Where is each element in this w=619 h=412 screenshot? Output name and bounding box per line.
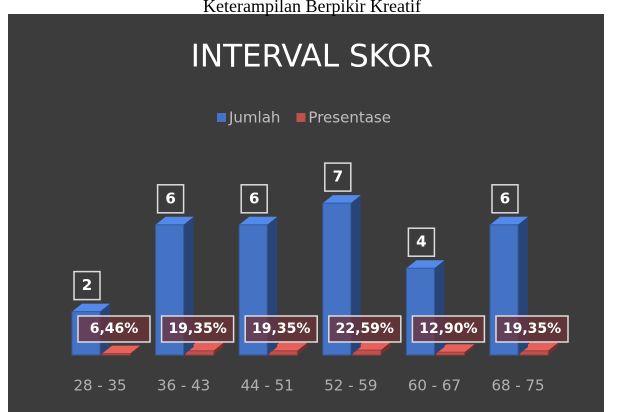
- data-label: 7: [333, 168, 343, 186]
- x-tick-label: 60 - 67: [408, 377, 461, 395]
- data-label: 19,35%: [252, 321, 310, 337]
- data-label-box: [240, 184, 268, 214]
- data-label-box: [407, 227, 436, 257]
- data-label-box: [160, 315, 235, 343]
- data-label-box: [73, 270, 101, 301]
- x-tick-label: 68 - 75: [491, 377, 544, 395]
- chart-title: INTERVAL SKOR: [191, 39, 434, 75]
- bar-top: [520, 342, 558, 351]
- bar: [185, 350, 215, 356]
- data-label: 6,46%: [90, 321, 139, 337]
- bar: [268, 350, 298, 356]
- data-label-box: [244, 315, 318, 343]
- bar-top: [269, 342, 308, 351]
- data-label-box: [491, 184, 519, 214]
- bar-side: [548, 342, 558, 355]
- legend-swatch: [217, 113, 226, 122]
- bar-top: [322, 195, 361, 204]
- data-label-box: [328, 315, 402, 343]
- data-label: 19,35%: [168, 321, 226, 337]
- data-label: 22,59%: [336, 321, 394, 337]
- bar: [435, 351, 465, 356]
- bar-side: [297, 342, 308, 355]
- data-label-box: [77, 315, 151, 343]
- x-tick-label: 52 - 59: [324, 377, 377, 395]
- data-label-box: [156, 184, 185, 214]
- bar-side: [464, 344, 475, 355]
- bar-top: [102, 345, 140, 354]
- bar-side: [130, 345, 140, 355]
- x-tick-label: 44 - 51: [241, 377, 294, 395]
- legend-label: Presentase: [308, 109, 391, 127]
- bar-side: [380, 342, 391, 355]
- bar-top: [352, 342, 391, 351]
- bar-top: [155, 216, 194, 225]
- bar-top: [406, 260, 445, 269]
- bar-side: [213, 342, 224, 355]
- data-label: 19,35%: [503, 321, 561, 337]
- bar-top: [72, 303, 110, 312]
- data-label: 6: [500, 189, 510, 207]
- bar-top: [239, 216, 278, 225]
- bar-top: [490, 216, 528, 225]
- x-tick-label: 28 - 35: [73, 377, 126, 395]
- data-label: 4: [416, 233, 426, 251]
- bar: [101, 353, 131, 356]
- legend-swatch: [296, 113, 306, 122]
- bar: [519, 350, 549, 356]
- x-tick-label: 36 - 43: [157, 377, 210, 395]
- data-label: 6: [165, 189, 175, 207]
- bar-top: [436, 344, 475, 353]
- bar: [352, 349, 382, 356]
- data-label: 2: [82, 276, 92, 294]
- data-label-box: [324, 162, 352, 192]
- legend-label: Jumlah: [228, 109, 280, 127]
- bar-top: [185, 342, 224, 351]
- data-label-box: [495, 315, 569, 343]
- data-label-box: [411, 315, 486, 343]
- header: Keterampilan Berpikir Kreatif: [203, 0, 421, 16]
- bar-side: [350, 195, 361, 355]
- data-label: 12,90%: [419, 321, 477, 337]
- data-label: 6: [249, 189, 259, 207]
